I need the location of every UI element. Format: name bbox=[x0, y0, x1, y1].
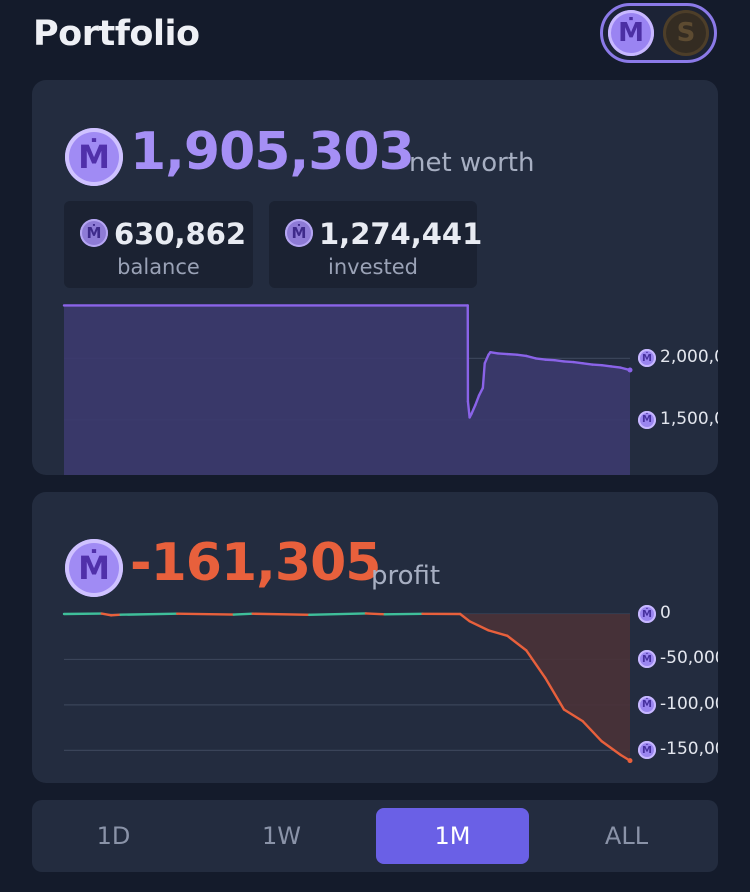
chart-line-segment bbox=[534, 357, 547, 361]
profit-chart[interactable] bbox=[32, 600, 718, 775]
mana-coin-icon: Ṁ bbox=[638, 349, 656, 368]
range-tab-1w[interactable]: 1W bbox=[262, 822, 301, 850]
header: Portfolio Ṁ S bbox=[0, 0, 750, 76]
chart-line-segment bbox=[308, 612, 368, 617]
mana-coin-icon: Ṁ bbox=[638, 650, 656, 669]
chart-line-segment bbox=[525, 354, 537, 360]
mana-coin-icon: Ṁ bbox=[285, 219, 313, 247]
chart-line-segment bbox=[525, 649, 547, 679]
balance-label: balance bbox=[117, 255, 200, 279]
chart-line-segment bbox=[487, 629, 509, 638]
mana-coin-icon: Ṁ bbox=[80, 219, 108, 247]
y-tick-label: 0 bbox=[660, 603, 671, 623]
networth-value: 1,905,303 bbox=[130, 122, 415, 182]
y-tick-label: -150,000 bbox=[660, 739, 718, 760]
currency-toggle[interactable]: Ṁ S bbox=[600, 3, 717, 63]
chart-end-point bbox=[627, 367, 633, 373]
chart-line-segment bbox=[572, 360, 585, 365]
chart-line-segment bbox=[109, 613, 122, 617]
profit-card: Ṁ -161,305 profit Ṁ0Ṁ-50,000Ṁ-100,000Ṁ-1… bbox=[32, 492, 718, 783]
chart-line-segment bbox=[515, 353, 528, 358]
profit-value: -161,305 bbox=[130, 533, 381, 593]
range-tab-1m[interactable]: 1M bbox=[376, 808, 529, 864]
chart-line-segment bbox=[175, 612, 236, 616]
y-tick-label: 1,500,000 bbox=[660, 408, 718, 429]
chart-line-segment bbox=[470, 403, 477, 415]
chart-line-segment bbox=[506, 634, 528, 652]
chart-line-segment bbox=[553, 359, 566, 363]
range-tab-all[interactable]: ALL bbox=[604, 822, 649, 850]
invested-box: Ṁ 1,274,441 invested bbox=[269, 201, 482, 288]
chart-line-segment bbox=[364, 612, 386, 616]
chart-line-segment bbox=[489, 351, 500, 355]
y-tick-label: -100,000 bbox=[660, 693, 718, 714]
range-tab-1d[interactable]: 1D bbox=[96, 822, 131, 850]
invested-value: 1,274,441 bbox=[319, 217, 483, 251]
cash-symbol: S bbox=[676, 18, 696, 48]
chart-line-segment bbox=[474, 394, 481, 407]
chart-area bbox=[64, 613, 630, 761]
cash-coin-icon[interactable]: S bbox=[663, 10, 709, 56]
mana-coin-icon[interactable]: Ṁ bbox=[608, 10, 654, 56]
chart-line-segment bbox=[251, 612, 311, 617]
chart-line-segment bbox=[481, 362, 486, 390]
chart-line-segment bbox=[600, 740, 622, 757]
chart-line-segment bbox=[466, 400, 471, 419]
profit-label: profit bbox=[371, 561, 441, 591]
networth-card: Ṁ 1,905,303 net worth Ṁ 630,862 balance … bbox=[32, 80, 718, 475]
chart-line-segment bbox=[562, 708, 585, 723]
invested-label: invested bbox=[328, 255, 418, 279]
chart-line-segment bbox=[477, 386, 485, 397]
mana-coin-icon: Ṁ bbox=[638, 410, 656, 429]
chart-line-segment bbox=[543, 358, 556, 362]
chart-line-segment bbox=[468, 620, 490, 632]
chart-line-segment bbox=[506, 352, 518, 356]
chart-line-segment bbox=[232, 612, 254, 616]
chart-line-segment bbox=[100, 612, 113, 617]
chart-area bbox=[64, 305, 630, 475]
chart-line-segment bbox=[562, 360, 575, 364]
chart-line-segment bbox=[591, 363, 603, 367]
chart-line-segment bbox=[496, 352, 509, 356]
mana-coin-icon: Ṁ bbox=[65, 128, 123, 186]
chart-line-segment bbox=[119, 612, 179, 616]
y-tick-label: -50,000 bbox=[660, 648, 718, 669]
mana-coin-icon: Ṁ bbox=[638, 605, 656, 623]
page-title: Portfolio bbox=[33, 14, 200, 54]
balance-box: Ṁ 630,862 balance bbox=[64, 201, 253, 288]
networth-label: net worth bbox=[409, 148, 535, 178]
y-tick-label: 2,000,000 bbox=[660, 347, 718, 368]
mana-symbol: Ṁ bbox=[618, 18, 644, 48]
mana-coin-icon: Ṁ bbox=[638, 695, 656, 714]
chart-line-segment bbox=[459, 612, 471, 623]
mana-coin-icon: Ṁ bbox=[638, 741, 656, 760]
chart-end-point bbox=[627, 758, 633, 764]
chart-line-segment bbox=[600, 363, 613, 368]
chart-line-segment bbox=[581, 362, 594, 366]
networth-chart[interactable] bbox=[32, 303, 718, 475]
chart-line-segment bbox=[543, 676, 566, 711]
balance-value: 630,862 bbox=[114, 217, 247, 251]
chart-line-segment bbox=[581, 720, 603, 743]
mana-coin-icon: Ṁ bbox=[65, 539, 123, 597]
time-range-selector: 1D 1W 1M ALL bbox=[32, 800, 718, 872]
chart-line-segment bbox=[609, 365, 622, 369]
chart-line-segment bbox=[483, 353, 490, 365]
